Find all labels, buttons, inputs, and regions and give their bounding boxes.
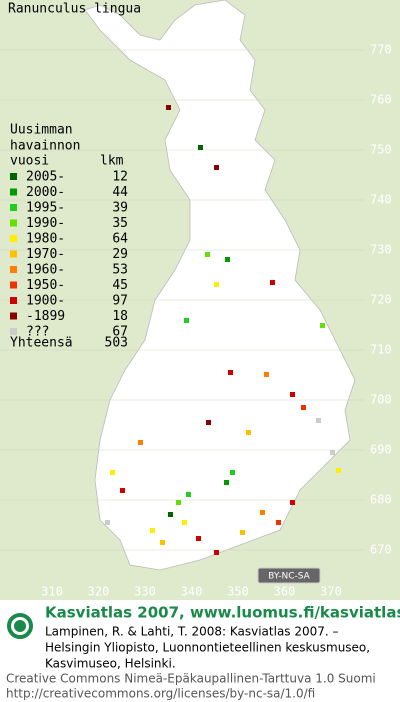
- x-grid-label: 310: [41, 585, 63, 599]
- footer-background: [0, 600, 400, 702]
- legend-label: 1995-: [26, 201, 65, 216]
- map-title: Ranunculus lingua: [8, 2, 141, 17]
- y-grid-label: 700: [370, 393, 392, 407]
- legend-swatch: [10, 173, 17, 180]
- legend-swatch: [10, 204, 17, 211]
- legend-count: 67: [112, 325, 128, 340]
- cc-badge-text: BY-NC-SA: [268, 572, 311, 582]
- y-grid-label: 760: [370, 93, 392, 107]
- legend-swatch: [10, 250, 17, 258]
- citation-line: Lampinen, R. & Lahti, T. 2008: Kasviatla…: [45, 625, 339, 639]
- legend-swatch: [10, 312, 17, 320]
- legend-count: 53: [112, 263, 128, 278]
- legend-count: 39: [112, 201, 128, 216]
- legend-swatch: [10, 328, 17, 335]
- legend-count: 29: [112, 247, 128, 262]
- y-grid-label: 680: [370, 493, 392, 507]
- legend-count: 35: [112, 216, 128, 231]
- license-line: Creative Commons Nimeä-Epäkaupallinen-Ta…: [6, 672, 376, 686]
- citation-line: Kasvimuseo, Helsinki.: [45, 657, 176, 671]
- y-grid-label: 770: [370, 43, 392, 57]
- legend-label: 1970-: [26, 247, 65, 262]
- x-grid-label: 340: [181, 585, 203, 599]
- x-grid-label: 360: [274, 585, 296, 599]
- legend-label: 2000-: [26, 185, 65, 200]
- y-grid-label: 740: [370, 193, 392, 207]
- legend-heading: Uusimman: [10, 123, 73, 138]
- x-grid-label: 370: [320, 585, 342, 599]
- legend-total-label: Yhteensä: [10, 336, 73, 351]
- cc-badge: [257, 567, 321, 584]
- legend-label: ???: [26, 325, 49, 340]
- footer-title: Kasviatlas 2007, www.luomus.fi/kasviatla…: [45, 604, 400, 622]
- legend-swatch: [10, 281, 17, 289]
- legend-swatch: [10, 188, 17, 196]
- x-grid-label: 350: [227, 585, 249, 599]
- y-grid-label: 710: [370, 343, 392, 357]
- legend-column: vuosi: [10, 154, 49, 169]
- legend-label: 1980-: [26, 232, 65, 247]
- y-grid-label: 750: [370, 143, 392, 157]
- logo: [7, 613, 33, 639]
- legend-total: 503: [105, 336, 128, 351]
- legend-label: 1900-: [26, 294, 65, 309]
- x-grid-label: 320: [88, 585, 110, 599]
- legend-swatch: [10, 219, 17, 227]
- legend-swatch: [10, 297, 17, 304]
- legend-swatch: [10, 235, 17, 242]
- x-grid-label: 330: [134, 585, 156, 599]
- y-grid-label: 730: [370, 243, 392, 257]
- legend-count: 12: [112, 170, 128, 185]
- occurrence-squares: [105, 105, 341, 555]
- y-grid-label: 720: [370, 293, 392, 307]
- y-grid-label: 670: [370, 543, 392, 557]
- legend-count: 44: [112, 185, 128, 200]
- legend-label: -1899: [26, 309, 65, 324]
- legend-heading: havainnon: [10, 139, 80, 154]
- legend-label: 1960-: [26, 263, 65, 278]
- legend-label: 1990-: [26, 216, 65, 231]
- y-grid-label: 690: [370, 443, 392, 457]
- legend-count: 45: [112, 278, 128, 293]
- legend-column: lkm: [100, 154, 124, 169]
- citation-line: Helsingin Yliopisto, Luonnontieteellinen…: [45, 641, 370, 655]
- legend-count: 18: [112, 309, 128, 324]
- legend-label: 1950-: [26, 278, 65, 293]
- legend-swatch: [10, 266, 17, 273]
- legend-count: 64: [112, 232, 128, 247]
- legend-count: 97: [112, 294, 128, 309]
- legend-label: 2005-: [26, 170, 65, 185]
- license-line: http://creativecommons.org/licenses/by-n…: [6, 687, 315, 701]
- grid: [0, 49, 365, 551]
